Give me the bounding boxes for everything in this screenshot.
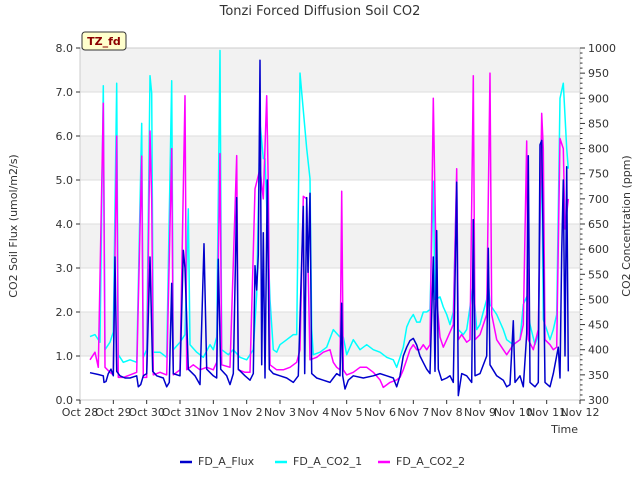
series-line-fd-a-co2-2 (89, 72, 570, 389)
background-band (80, 224, 580, 268)
right-axis-label: CO2 Concentration (ppm) (620, 155, 633, 296)
x-tick-label: Nov 3 (264, 406, 296, 419)
right-tick-label: 900 (588, 92, 609, 105)
background-band (80, 312, 580, 356)
x-tick-label: Nov 11 (527, 406, 566, 419)
right-tick-label: 650 (588, 218, 609, 231)
left-tick-label: 3.0 (56, 262, 74, 275)
site-badge-label: TZ_fd (87, 35, 121, 48)
background-bands (80, 48, 580, 356)
right-axis-ticks: 300 350 400 450 500 550 600 650 700 750 800 850 900 9… (580, 42, 616, 407)
right-tick-label: 850 (588, 117, 609, 130)
background-band (80, 48, 580, 92)
x-axis-label: Time (550, 423, 578, 436)
x-tick-label: Oct 30 (128, 406, 165, 419)
left-tick-label: 1.0 (56, 350, 74, 363)
x-tick-label: Nov 8 (431, 406, 463, 419)
legend-label-fd-a-flux: FD_A_Flux (198, 455, 255, 468)
left-tick-label: 6.0 (56, 130, 74, 143)
right-tick-label: 500 (588, 293, 609, 306)
right-tick-label: 300 (588, 394, 609, 407)
x-tick-label: Nov 5 (331, 406, 363, 419)
left-tick-label: 4.0 (56, 218, 74, 231)
right-tick-label: 800 (588, 143, 609, 156)
series-layer (89, 49, 570, 397)
left-tick-label: 2.0 (56, 306, 74, 319)
left-tick-label: 7.0 (56, 86, 74, 99)
x-tick-label: Nov 2 (231, 406, 263, 419)
right-tick-label: 550 (588, 268, 609, 281)
right-tick-label: 600 (588, 243, 609, 256)
left-tick-label: 8.0 (56, 42, 74, 55)
x-tick-label: Nov 10 (494, 406, 533, 419)
series-line-fd-a-flux (89, 59, 570, 397)
x-tick-label: Nov 4 (297, 406, 329, 419)
site-badge-box (81, 31, 127, 51)
right-tick-label: 350 (588, 369, 609, 382)
legend-label-fd-a-co2-1: FD_A_CO2_1 (293, 455, 362, 468)
left-axis-ticks: 0.0 1.0 2.0 3.0 4.0 5.0 6.0 7.0 8.0 (56, 42, 80, 407)
chart-title: Tonzi Forced Diffusion Soil CO2 (219, 4, 421, 19)
background-band (80, 136, 580, 180)
x-tick-label: Nov 6 (364, 406, 396, 419)
site-badge: TZ_fd (81, 31, 127, 51)
left-tick-label: 5.0 (56, 174, 74, 187)
x-tick-label: Oct 29 (95, 406, 132, 419)
x-tick-label: Nov 12 (561, 406, 600, 419)
left-axis-label: CO2 Soil Flux (umol/m2/s) (7, 154, 20, 297)
x-tick-label: Nov 1 (197, 406, 229, 419)
legend-label-fd-a-co2-2: FD_A_CO2_2 (396, 455, 465, 468)
right-tick-label: 700 (588, 193, 609, 206)
right-tick-label: 1000 (588, 42, 616, 55)
right-tick-label: 450 (588, 319, 609, 332)
legend: FD_A_Flux FD_A_CO2_1 FD_A_CO2_2 (180, 455, 465, 468)
left-tick-label: 0.0 (56, 394, 74, 407)
right-tick-label: 400 (588, 344, 609, 357)
right-tick-label: 950 (588, 67, 609, 80)
x-tick-label: Oct 28 (62, 406, 99, 419)
x-tick-label: Nov 9 (464, 406, 496, 419)
right-tick-label: 750 (588, 168, 609, 181)
x-tick-label: Oct 31 (162, 406, 199, 419)
x-tick-label: Nov 7 (397, 406, 429, 419)
